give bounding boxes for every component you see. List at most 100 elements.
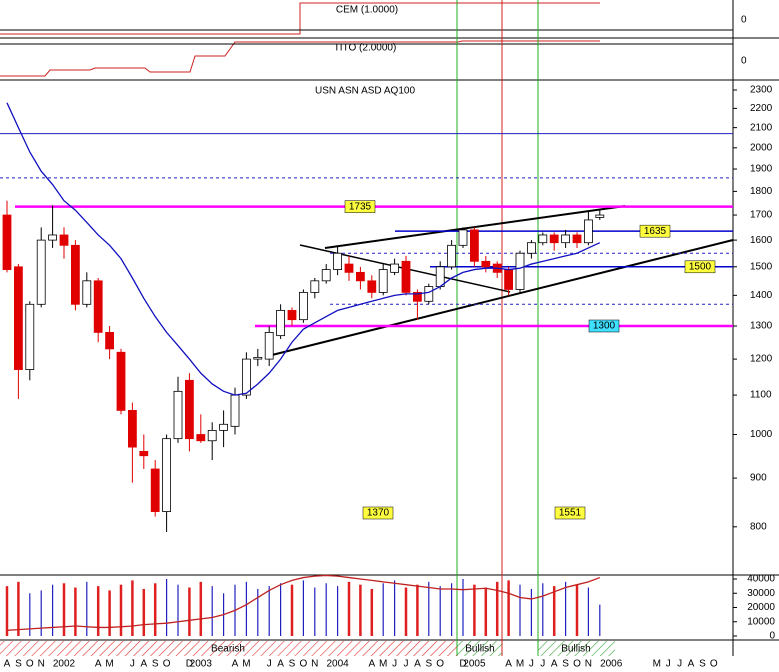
x-tick-label: J bbox=[392, 659, 397, 670]
y-tick-label: 900 bbox=[750, 473, 767, 484]
candle-body bbox=[355, 271, 365, 282]
annotation: 1370 bbox=[367, 508, 390, 519]
level-label-box bbox=[684, 260, 716, 274]
indicator-tick: 0 bbox=[741, 56, 747, 67]
candle-body bbox=[561, 234, 570, 244]
x-tick-label: D bbox=[186, 659, 193, 670]
region bbox=[538, 641, 615, 656]
candle-body bbox=[71, 244, 80, 305]
y-tick-label: 1600 bbox=[750, 235, 773, 246]
x-tick-label: A bbox=[505, 659, 512, 670]
y-tick-label: 1400 bbox=[750, 290, 773, 301]
indicator-name: CEM (1.0000) bbox=[336, 5, 398, 16]
trend-line bbox=[267, 239, 734, 357]
candle-body bbox=[469, 229, 479, 262]
candle-body bbox=[162, 438, 172, 512]
y-tick-label: 2100 bbox=[750, 122, 773, 133]
candle-body bbox=[390, 263, 400, 273]
level-label-box bbox=[639, 224, 671, 238]
candle-body bbox=[139, 450, 149, 457]
candle-body bbox=[207, 429, 217, 442]
indicator-name: TITO (2.0000) bbox=[334, 43, 397, 54]
candle-body bbox=[549, 234, 559, 244]
volume-tick-label: 20000 bbox=[747, 602, 775, 613]
candle-body bbox=[527, 242, 536, 254]
candle-body bbox=[2, 214, 12, 270]
x-tick-label: N bbox=[311, 659, 318, 670]
indicator-line bbox=[0, 40, 600, 77]
x-tick-label: O bbox=[26, 659, 34, 670]
x-tick-label: A bbox=[414, 659, 421, 670]
candle-body bbox=[173, 390, 183, 440]
x-tick-label: 2006 bbox=[600, 659, 623, 670]
candle-body bbox=[287, 309, 297, 321]
y-tick-label: 1700 bbox=[750, 210, 773, 221]
x-tick-label: N bbox=[585, 659, 592, 670]
candle-body bbox=[105, 332, 114, 350]
y-tick-label: 1500 bbox=[750, 261, 773, 272]
x-tick-label: S bbox=[562, 659, 569, 670]
volume-tick-label: 10000 bbox=[747, 616, 775, 627]
y-tick-label: 1800 bbox=[750, 186, 773, 197]
x-tick-label: S bbox=[152, 659, 159, 670]
candle-body bbox=[584, 219, 593, 244]
candle-body bbox=[310, 280, 320, 293]
x-tick-label: D bbox=[459, 659, 466, 670]
trend-line bbox=[324, 205, 626, 249]
candle-body bbox=[447, 244, 457, 268]
volume-tick-label: 30000 bbox=[747, 588, 775, 599]
annotation-box bbox=[554, 506, 586, 520]
candle-body bbox=[481, 260, 491, 268]
x-tick-label: A bbox=[95, 659, 102, 670]
x-tick-label: A bbox=[140, 659, 147, 670]
candle-body bbox=[48, 234, 57, 241]
level-label-box bbox=[588, 319, 620, 333]
x-tick-label: 2004 bbox=[326, 659, 349, 670]
x-tick-label: A bbox=[277, 659, 284, 670]
candle-body bbox=[241, 358, 251, 396]
candle-body bbox=[219, 423, 229, 431]
level-label-box bbox=[344, 200, 376, 213]
region bbox=[457, 641, 502, 656]
level-label: 1635 bbox=[644, 226, 667, 237]
volume-tick-label: 40000 bbox=[747, 574, 775, 585]
candle-body bbox=[515, 252, 525, 290]
y-tick-label: 1100 bbox=[750, 390, 772, 401]
candle-body bbox=[298, 291, 308, 321]
volume-ma-line bbox=[6, 574, 601, 631]
level-label: 1300 bbox=[593, 321, 616, 332]
x-tick-label: J bbox=[267, 659, 272, 670]
y-tick-label: 1200 bbox=[750, 354, 773, 365]
x-tick-label: S bbox=[699, 659, 706, 670]
x-tick-label: A bbox=[4, 659, 11, 670]
candle-body bbox=[264, 332, 274, 360]
x-tick-label: J bbox=[529, 659, 534, 670]
moving-average bbox=[6, 102, 601, 396]
annotation-box bbox=[362, 506, 394, 520]
x-tick-label: M bbox=[653, 659, 661, 670]
x-tick-label: A bbox=[232, 659, 239, 670]
region bbox=[0, 641, 457, 656]
x-tick-label: M bbox=[516, 659, 524, 670]
y-tick-label: 1900 bbox=[750, 164, 773, 175]
candle-body bbox=[344, 263, 354, 273]
x-tick-label: M bbox=[379, 659, 387, 670]
candle-body bbox=[435, 266, 445, 287]
level-label: 1500 bbox=[689, 261, 712, 272]
candle-body bbox=[230, 394, 240, 427]
candle-body bbox=[401, 260, 411, 293]
candle-body bbox=[184, 379, 194, 440]
x-tick-label: J bbox=[130, 659, 135, 670]
region-label: Bullish bbox=[561, 644, 590, 655]
region-label: Bearish bbox=[211, 644, 245, 655]
x-tick-label: S bbox=[425, 659, 432, 670]
x-tick-label: A bbox=[551, 659, 558, 670]
chart-title: USN ASN ASD AQ100 bbox=[315, 86, 415, 97]
x-tick-label: J bbox=[540, 659, 545, 670]
x-tick-label: A bbox=[368, 659, 375, 670]
y-tick-label: 800 bbox=[750, 521, 767, 532]
candle-body bbox=[13, 266, 23, 370]
x-tick-label: N bbox=[38, 659, 45, 670]
candle-body bbox=[59, 234, 69, 246]
candle-body bbox=[367, 280, 377, 293]
